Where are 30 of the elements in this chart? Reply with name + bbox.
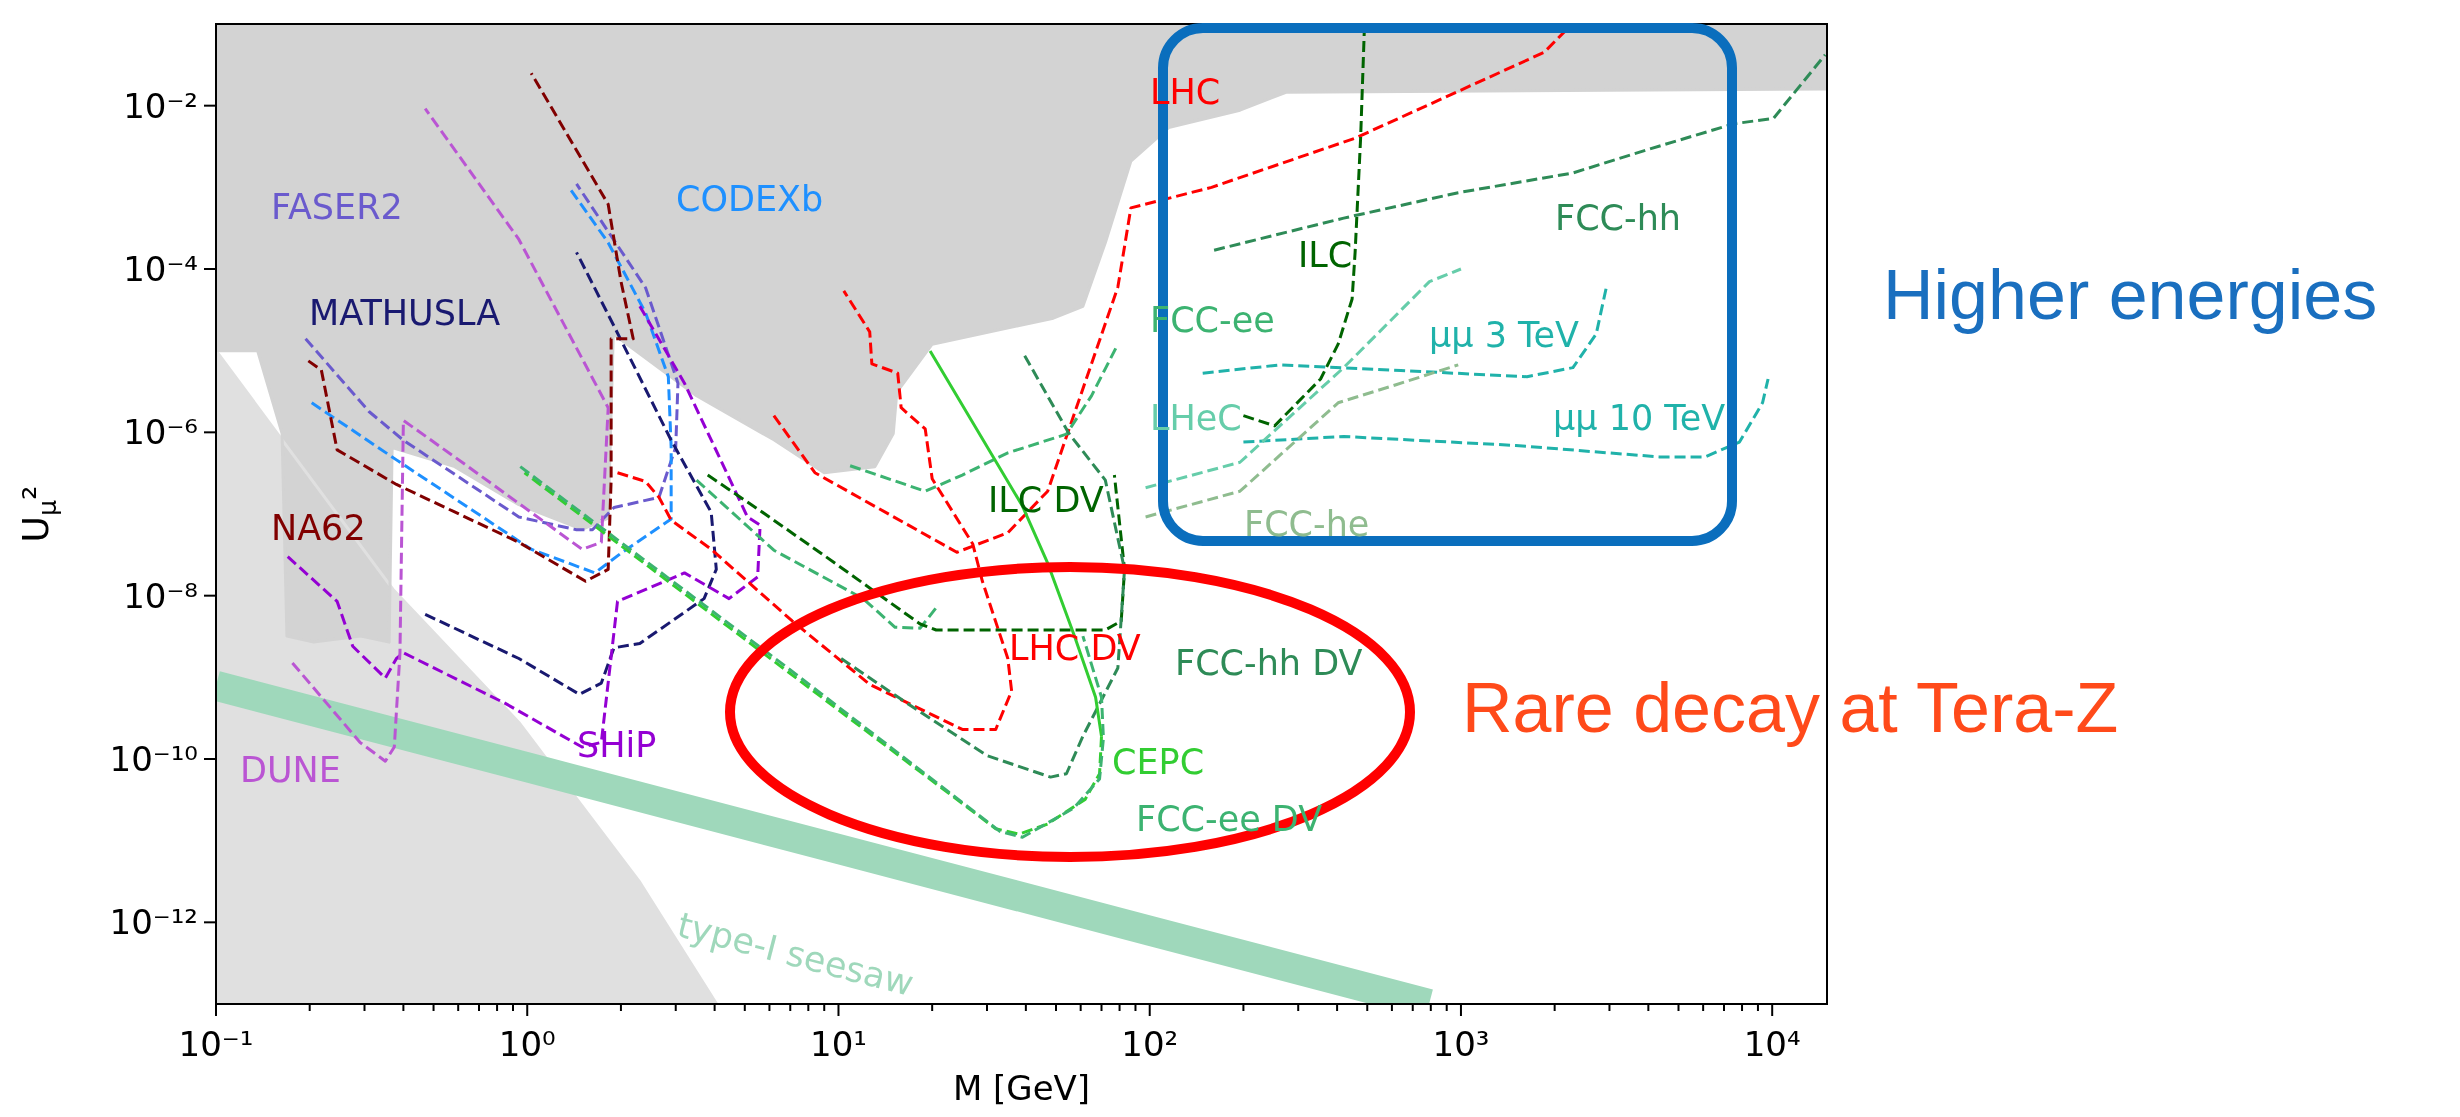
series-label: FCC-hh [1555,198,1682,238]
text: CODEXb [676,179,824,219]
x-tick-label: 10¹ [810,1024,867,1064]
x-tick-label: 10⁰ [498,1024,556,1064]
annotation: Rare decay at Tera-Z [1462,669,2119,748]
series-label: FCC-he [1244,504,1370,544]
series-label: NA62 [271,508,366,548]
x-tick-label: 10² [1121,1024,1179,1064]
series-label: CEPC [1112,742,1205,782]
x-tick-label: 10³ [1432,1024,1490,1064]
text: FASER2 [271,187,403,227]
y-tick-label: 10⁻⁴ [123,249,198,289]
y-tick-label: 10⁻¹⁰ [109,739,198,779]
text: type-I seesaw [673,904,918,1004]
x-tick-label: 10⁻¹ [178,1024,254,1064]
series-label: ILC [1298,235,1353,275]
series-label: FCC-hh DV [1175,643,1363,683]
x-axis-title: M [GeV] [952,1068,1091,1108]
series-label: μμ 3 TeV [1429,315,1580,355]
y-tick-label: 10⁻⁶ [123,412,198,453]
series-label: DUNE [240,750,341,790]
x-tick-label: 10⁴ [1743,1024,1801,1064]
series-label: LHC DV [1009,628,1141,668]
y-tick-label: 10⁻² [123,85,198,126]
series-label: SHiP [577,725,657,765]
text: MATHUSLA [309,293,501,333]
y-tick-label: 10⁻¹² [109,902,198,943]
series-label: μμ 10 TeV [1553,398,1726,438]
text: Higher energies [1883,256,2378,335]
y-tick-label: 10⁻⁸ [123,575,198,616]
